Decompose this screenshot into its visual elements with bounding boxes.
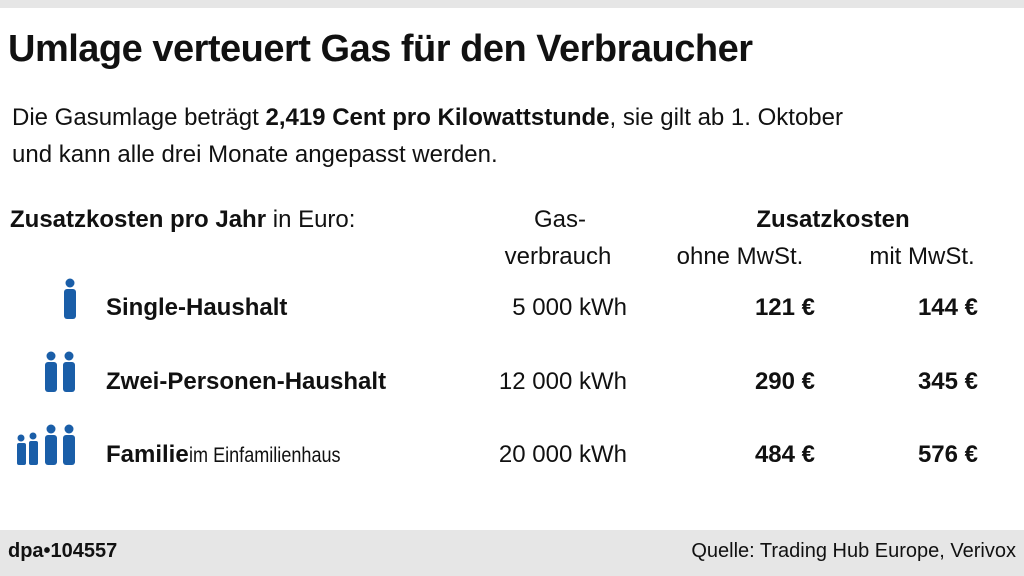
cost-net: 121 € xyxy=(754,294,815,321)
column-header: verbrauch xyxy=(504,243,612,270)
agency-code: dpa•104557 xyxy=(8,540,118,562)
caption-text: in Euro: xyxy=(266,206,356,233)
cost-net: 484 € xyxy=(754,441,815,468)
person-icon xyxy=(17,424,75,465)
cost-gross: 144 € xyxy=(917,294,978,321)
intro-highlight: 2,419 Cent pro Kilowattstunde xyxy=(265,104,610,131)
title: Umlage verteuert Gas für den Verbraucher xyxy=(8,28,753,70)
person-icon xyxy=(64,278,76,319)
intro-text: Die Gasumlage beträgt xyxy=(12,104,266,131)
caption-bold: Zusatzkosten pro Jahr xyxy=(10,206,267,233)
consumption: 20 000 kWh xyxy=(498,441,627,468)
cost-gross: 576 € xyxy=(917,441,978,468)
intro-text: , sie gilt ab 1. Oktober xyxy=(609,104,843,131)
intro-line: Die Gasumlage beträgt 2,419 Cent pro Kil… xyxy=(12,104,843,132)
consumption: 12 000 kWh xyxy=(498,368,627,395)
cost-net: 290 € xyxy=(754,368,815,395)
row-label: Familie im Einfamilienhaus xyxy=(106,441,365,469)
row-label: Single-Haushalt xyxy=(106,294,287,322)
consumption: 5 000 kWh xyxy=(512,294,627,321)
column-header: ohne MwSt. xyxy=(676,243,804,270)
footer-bar xyxy=(0,530,1024,576)
row-label-bold: Zwei-Personen-Haushalt xyxy=(106,368,387,395)
row-label: Zwei-Personen-Haushalt xyxy=(106,368,386,396)
source: Quelle: Trading Hub Europe, Verivox xyxy=(691,540,1016,562)
row-label-extra: im Einfamilienhaus xyxy=(188,444,341,467)
person-icon xyxy=(45,351,75,392)
table-caption: Zusatzkosten pro Jahr in Euro: xyxy=(10,206,355,234)
row-label-bold: Familie xyxy=(106,441,189,468)
top-bar xyxy=(0,0,1024,8)
column-header: Gas- xyxy=(533,206,586,233)
intro-line: und kann alle drei Monate angepasst werd… xyxy=(12,141,498,168)
household-icons xyxy=(17,278,76,465)
column-header: mit MwSt. xyxy=(869,243,975,270)
column-group-header: Zusatzkosten xyxy=(756,206,910,233)
cost-gross: 345 € xyxy=(917,368,978,395)
row-label-bold: Single-Haushalt xyxy=(106,294,288,321)
